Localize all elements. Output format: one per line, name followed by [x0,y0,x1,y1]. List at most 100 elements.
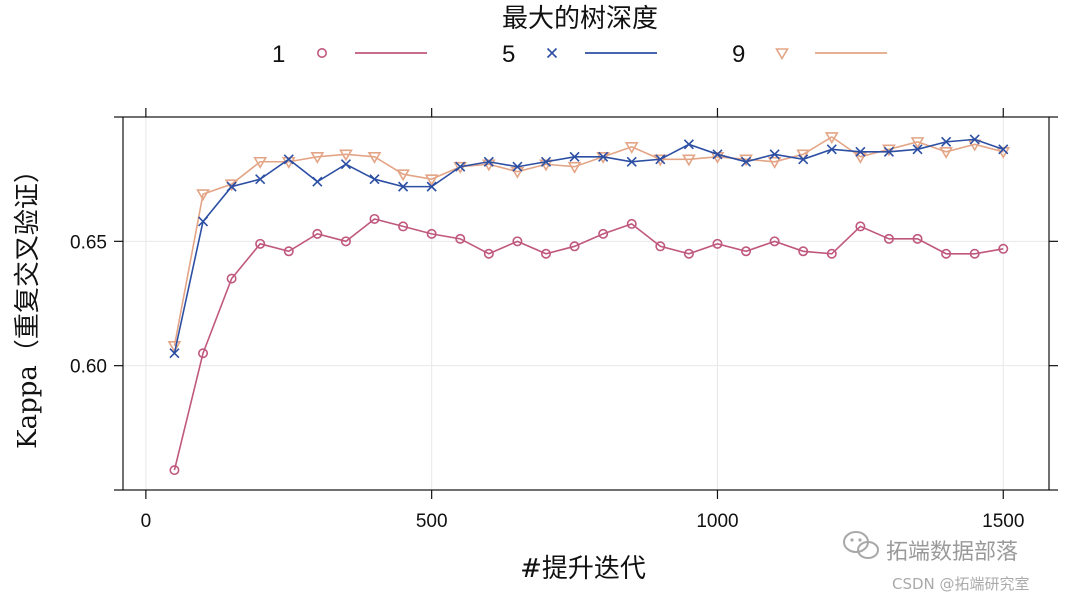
data-point [426,181,437,192]
series-1 [169,213,1009,476]
data-point [339,149,353,162]
data-point [310,151,325,164]
series-9 [167,132,1011,353]
data-point [340,236,351,247]
legend: 1 5 9 [272,41,887,68]
data-point [855,146,866,157]
marker-stroke [912,144,923,155]
marker-stroke [369,174,380,185]
data-point [483,156,494,167]
marker-stroke [598,151,609,162]
data-point [824,132,839,144]
grid [123,117,1049,490]
data-point [912,144,923,155]
marker-stroke [855,146,866,157]
data-point [998,243,1009,254]
data-point [512,236,523,247]
data-point [998,144,1009,155]
marker-stroke [226,181,237,192]
marker-stroke [255,174,266,185]
x-axis-title: #提升迭代 [520,554,646,584]
data-point [939,147,953,159]
series-line-1 [173,218,1004,471]
data-point [826,248,837,259]
y-tick-label: 0.60 [70,357,107,378]
legend-label: 5 [502,41,515,68]
data-point [769,149,780,160]
data-point [283,246,294,257]
data-point [741,246,752,257]
watermark-brand: 拓端数据部落 [886,540,1018,565]
data-point [340,159,351,170]
data-point [767,156,782,169]
series-layer [167,132,1011,476]
data-point [512,161,523,172]
marker-stroke [626,156,637,167]
data-point [883,233,894,244]
marker-stroke [169,348,180,359]
data-point [969,248,980,259]
marker-stroke [197,216,209,227]
data-point [226,181,237,192]
data-point [798,246,809,257]
data-point [367,151,382,164]
data-point [941,136,952,147]
data-point [941,248,952,259]
data-point [226,273,237,284]
data-point [598,228,609,239]
marker-stroke [941,136,952,147]
series-5 [169,134,1009,359]
y-axis-title: Kappa（重复交叉验证） [13,157,43,449]
data-point [398,181,409,192]
marker-stroke [798,154,809,165]
data-point [769,236,780,247]
watermark-credit: CSDN @拓端研究室 [892,575,1030,593]
data-point [424,174,439,187]
data-point [455,161,466,172]
marker-stroke [826,144,837,155]
data-point [540,156,552,167]
marker-stroke [769,149,780,160]
legend-label: 9 [732,41,745,68]
axis-ticks: 0 500 1000 1500 0.60 0.65 [70,108,1058,532]
data-point [196,189,210,202]
data-point [626,218,637,229]
marker-stroke [483,156,494,167]
legend-marker [775,48,789,61]
data-point [283,154,294,165]
chart-title: 最大的树深度 [502,4,658,34]
marker-stroke [546,47,558,59]
data-point [910,137,925,149]
data-point [312,228,323,239]
data-point [396,169,410,182]
data-point [683,248,694,259]
legend-entry-1: 1 [272,41,427,68]
plot-panel [122,116,1050,491]
marker-stroke [569,151,580,162]
marker-stroke [683,139,694,150]
marker-stroke [455,161,466,172]
marker-stroke [969,134,980,145]
data-point [169,348,180,359]
marker-stroke [426,181,437,192]
data-point [598,151,609,162]
data-point [883,146,895,157]
data-point [626,156,637,167]
y-tick-label: 0.65 [70,232,107,253]
data-point [426,228,437,239]
marker-stroke [340,159,351,170]
legend-entry-9: 9 [732,41,887,68]
data-point [483,248,494,259]
data-point [826,144,837,155]
data-point [398,221,409,232]
data-point [312,176,323,187]
data-point [655,154,666,165]
data-point [198,348,209,359]
data-point [253,156,268,169]
marker-stroke [540,156,552,167]
data-point [569,241,580,252]
data-point [712,149,723,160]
wechat-icon [843,531,879,559]
marker-stroke [283,154,294,165]
